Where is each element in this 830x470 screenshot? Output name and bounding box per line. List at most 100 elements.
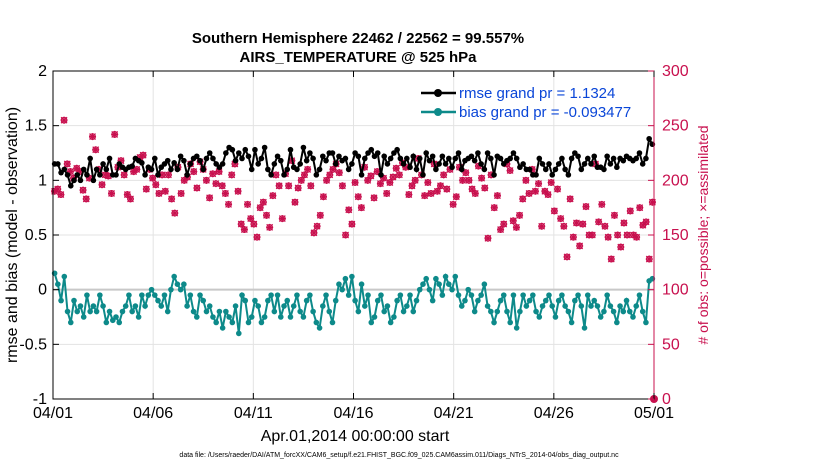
bias-point — [197, 292, 203, 298]
bias-point — [219, 325, 226, 331]
bias-point — [423, 275, 430, 282]
rmse-point — [181, 157, 187, 164]
bias-point — [313, 319, 320, 326]
obs-marker — [123, 191, 131, 199]
obs-assimilated-cross — [519, 195, 527, 203]
obs-assimilated-cross — [111, 130, 119, 138]
obs-assimilated-cross — [579, 220, 587, 228]
obs-assimilated-cross — [98, 181, 106, 189]
bias-point — [126, 292, 132, 298]
obs-assimilated-cross — [79, 186, 87, 194]
y-tick-label-right: 250 — [662, 118, 689, 135]
obs-assimilated-cross — [582, 203, 590, 211]
obs-marker — [471, 189, 479, 197]
obs-assimilated-cross — [247, 215, 255, 223]
rmse-point — [533, 172, 539, 178]
obs-marker — [190, 168, 198, 176]
obs-marker — [92, 146, 100, 154]
bias-point — [381, 308, 387, 315]
obs-marker — [440, 171, 448, 179]
obs-marker — [535, 180, 543, 188]
obs-marker — [636, 204, 644, 212]
bias-point — [497, 297, 504, 304]
bias-point — [290, 303, 297, 309]
obs-assimilated-cross — [266, 223, 274, 231]
bias-point — [630, 314, 636, 320]
bias-point — [281, 303, 287, 309]
obs-assimilated-cross — [516, 211, 524, 219]
rmse-point — [542, 166, 549, 173]
bias-point — [294, 292, 300, 298]
obs-assimilated-cross — [364, 176, 372, 184]
rmse-point — [248, 166, 255, 173]
obs-marker — [645, 255, 653, 263]
obs-marker — [563, 253, 571, 261]
obs-assimilated-cross — [544, 191, 552, 199]
obs-marker — [411, 176, 419, 184]
rmse-point — [310, 155, 316, 162]
obs-marker — [335, 169, 343, 177]
rmse-point — [581, 161, 588, 167]
chart-title-line2: AIRS_TEMPERATURE @ 525 hPa — [240, 49, 478, 66]
bias-point — [345, 292, 352, 298]
obs-marker — [557, 215, 565, 223]
rmse-point — [559, 155, 565, 162]
rmse-point — [174, 166, 181, 173]
rmse-point — [277, 157, 284, 164]
obs-assimilated-cross — [51, 187, 59, 195]
legend: rmse grand pr = 1.1324 bias grand pr = -… — [421, 85, 631, 121]
bias-point — [436, 281, 442, 288]
obs-assimilated-cross — [161, 187, 169, 195]
obs-marker — [462, 169, 470, 177]
rmse-point — [429, 153, 436, 160]
bias-point — [55, 281, 61, 288]
rmse-point — [307, 150, 313, 156]
rmse-point — [300, 144, 307, 151]
rmse-point — [646, 135, 652, 142]
obs-assimilated-cross — [85, 174, 93, 182]
bias-point — [636, 292, 643, 298]
obs-marker — [617, 243, 625, 251]
bias-point — [488, 308, 494, 315]
bias-point — [265, 297, 271, 304]
obs-assimilated-cross — [607, 255, 615, 263]
bias-point — [113, 314, 119, 320]
obs-assimilated-cross — [240, 226, 248, 234]
obs-marker — [57, 191, 65, 199]
legend-rmse-label: rmse grand pr = 1.1324 — [459, 85, 615, 102]
obs-marker — [357, 204, 365, 212]
bias-point — [407, 292, 413, 298]
obs-assimilated-cross — [500, 220, 508, 228]
obs-assimilated-cross — [304, 165, 312, 173]
obs-assimilated-cross — [601, 222, 609, 230]
obs-assimilated-cross — [152, 181, 160, 189]
obs-assimilated-cross — [202, 176, 210, 184]
obs-assimilated-cross — [177, 189, 185, 197]
obs-marker — [168, 195, 176, 203]
bias-point — [439, 292, 446, 298]
obs-marker — [588, 231, 596, 239]
bias-point — [93, 308, 100, 315]
obs-marker — [395, 171, 403, 179]
rmse-point — [565, 172, 572, 178]
rmse-point — [193, 153, 200, 160]
obs-assimilated-cross — [566, 195, 574, 203]
obs-marker — [193, 184, 201, 192]
obs-marker — [604, 233, 612, 241]
obs-assimilated-cross — [256, 204, 264, 212]
obs-marker — [177, 189, 185, 197]
obs-assimilated-cross — [645, 255, 653, 263]
rmse-point — [316, 166, 323, 173]
bias-point — [604, 292, 610, 298]
rmse-point — [93, 166, 100, 173]
obs-assimilated-cross — [348, 220, 356, 228]
rmse-point — [368, 146, 375, 153]
obs-marker — [338, 182, 346, 190]
rmse-point — [539, 161, 546, 167]
obs-assimilated-cross — [92, 146, 100, 154]
bias-point — [597, 314, 604, 320]
rmse-point — [255, 161, 261, 167]
rmse-point — [129, 163, 135, 169]
bias-point — [206, 303, 213, 309]
